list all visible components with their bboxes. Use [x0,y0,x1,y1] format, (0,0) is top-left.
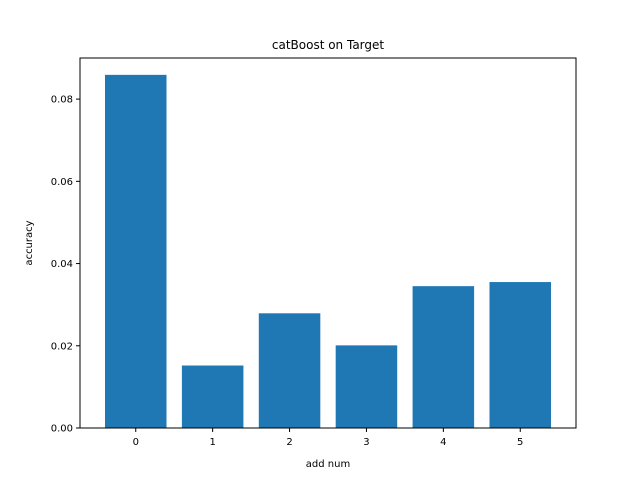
x-tick-label: 1 [209,437,215,448]
y-tick-label: 0.02 [51,341,73,352]
x-tick-label: 0 [133,437,139,448]
y-tick-label: 0.06 [51,177,73,188]
y-axis-label: accuracy [24,220,35,265]
y-tick-label: 0.08 [51,95,73,106]
bar-2 [258,313,321,428]
x-axis-label: add num [306,459,350,470]
x-tick-label: 5 [517,437,523,448]
axes-frame [79,57,577,429]
chart-title: catBoost on Target [272,38,385,52]
x-tick-label: 4 [440,437,446,448]
bars [104,74,552,428]
x-tick-label: 3 [363,437,369,448]
y-tick-label: 0.04 [51,259,73,270]
bar-5 [489,282,552,428]
bar-3 [335,345,398,428]
x-tick-label: 2 [286,437,292,448]
y-tick-label: 0.00 [51,424,73,435]
bar-1 [181,365,244,428]
bar-4 [412,286,475,428]
bar-0 [104,74,167,428]
x-axis-ticks: 0 1 2 3 4 5 [133,428,523,448]
y-axis-ticks: 0.00 0.02 0.04 0.06 0.08 [51,95,80,435]
